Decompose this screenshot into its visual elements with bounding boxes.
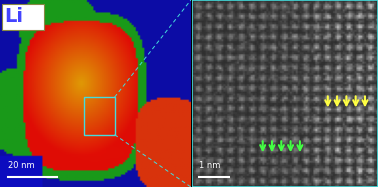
Text: Li: Li xyxy=(4,7,23,26)
Text: 20 nm: 20 nm xyxy=(8,161,34,170)
Bar xyxy=(84,97,115,135)
Text: 1 nm: 1 nm xyxy=(200,161,221,170)
Bar xyxy=(2,4,44,30)
